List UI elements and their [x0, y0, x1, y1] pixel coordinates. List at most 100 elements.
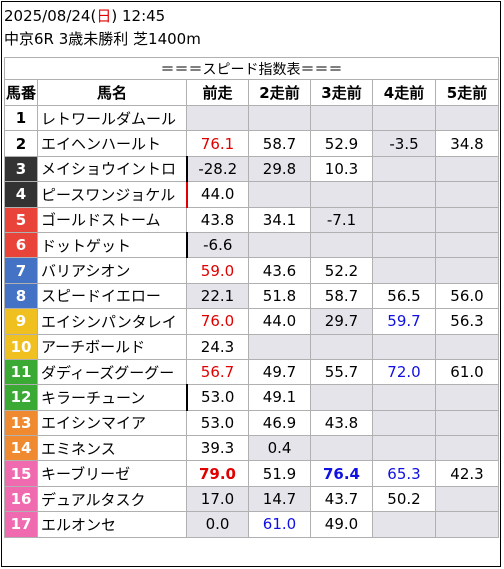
speed-4back [372, 181, 436, 208]
table-row: 10 アーチボールド 24.3 [4, 333, 500, 360]
horse-name: アーチボールド [37, 333, 187, 360]
table-row: 9 エイシンパンタレイ 76.0 44.0 29.7 59.7 56.3 [4, 308, 500, 335]
speed-3back: 29.7 [310, 308, 373, 335]
horse-name: エイシンパンタレイ [37, 308, 187, 335]
horse-name: ダディーズグーグー [37, 358, 187, 386]
speed-last: 76.1 [186, 130, 249, 157]
horse-name: レトワールダムール [37, 104, 187, 132]
horse-number: 3 [4, 155, 38, 183]
horse-name: エイシンマイア [37, 409, 187, 437]
table-row: 3 メイショウイントロ -28.2 29.8 10.3 [4, 155, 500, 183]
speed-4back: 72.0 [372, 358, 436, 386]
speed-2back: 51.8 [248, 282, 311, 310]
speed-5back: 61.0 [434, 358, 500, 386]
horse-number: 4 [4, 181, 38, 208]
race-weekday: 日 [96, 7, 112, 25]
table-row: 8 スピードイエロー 22.1 51.8 58.7 56.5 56.0 [4, 282, 500, 310]
horse-name: バリアシオン [37, 257, 187, 284]
speed-last: 24.3 [186, 333, 249, 360]
speed-3back: 52.9 [310, 130, 373, 157]
race-date: 2025/08/24 [4, 7, 91, 25]
horse-name: エミネンス [37, 435, 187, 462]
speed-last: 17.0 [186, 485, 249, 513]
speed-3back: 49.0 [310, 511, 373, 538]
speed-2back: 14.7 [248, 485, 311, 513]
speed-4back [372, 435, 436, 462]
speed-last [186, 104, 249, 132]
horse-name: エイヘンハールト [37, 130, 187, 157]
speed-5back [434, 104, 500, 132]
speed-5back [434, 384, 500, 411]
speed-last: -28.2 [186, 155, 249, 183]
speed-2back: 43.6 [248, 257, 311, 284]
speed-4back [372, 206, 436, 233]
horse-name: ゴールドストーム [37, 206, 187, 233]
speed-3back [310, 181, 373, 208]
horse-name: キーブリーゼ [37, 460, 187, 487]
table-row: 13 エイシンマイア 53.0 46.9 43.8 [4, 409, 500, 437]
table-row: 11 ダディーズグーグー 56.7 49.7 55.7 72.0 61.0 [4, 358, 500, 386]
table-row: 7 バリアシオン 59.0 43.6 52.2 [4, 257, 500, 284]
table-row: 6 ドットゲット -6.6 [4, 231, 500, 259]
horse-number: 8 [4, 282, 38, 310]
table-header-row: 馬番 馬名 前走 2走前 3走前 4走前 5走前 [4, 79, 500, 106]
speed-5back: 56.0 [434, 282, 500, 310]
speed-2back: 49.1 [248, 384, 311, 411]
speed-2back [248, 231, 311, 259]
speed-2back: 49.7 [248, 358, 311, 386]
speed-4back: 65.3 [372, 460, 436, 487]
horse-number: 16 [4, 485, 38, 513]
horse-number: 13 [4, 409, 38, 437]
horse-number: 6 [4, 231, 38, 259]
speed-3back [310, 333, 373, 360]
horse-number: 10 [4, 333, 38, 360]
speed-4back [372, 155, 436, 183]
horse-number: 15 [4, 460, 38, 487]
speed-5back: 34.8 [434, 130, 500, 157]
table-row: 16 デュアルタスク 17.0 14.7 43.7 50.2 [4, 485, 500, 513]
speed-2back: 58.7 [248, 130, 311, 157]
table-row: 2 エイヘンハールト 76.1 58.7 52.9 -3.5 34.8 [4, 130, 500, 157]
horse-number: 2 [4, 130, 38, 157]
speed-2back [248, 333, 311, 360]
speed-2back: 61.0 [248, 511, 311, 538]
table-row: 17 エルオンセ 0.0 61.0 49.0 [4, 511, 500, 538]
speed-4back [372, 409, 436, 437]
speed-last: 56.7 [186, 358, 249, 386]
speed-5back: 56.3 [434, 308, 500, 335]
table-row: 1 レトワールダムール [4, 104, 500, 132]
table-row: 12 キラーチューン 53.0 49.1 [4, 384, 500, 411]
horse-number: 1 [4, 104, 38, 132]
col-header-name: 馬名 [37, 79, 187, 106]
speed-5back [434, 511, 500, 538]
speed-2back: 44.0 [248, 308, 311, 335]
speed-5back [434, 155, 500, 183]
speed-5back [434, 485, 500, 513]
speed-index-table: ＝＝＝スピード指数表＝＝＝ 馬番 馬名 前走 2走前 3走前 4走前 5走前 1… [3, 57, 500, 538]
speed-2back: 34.1 [248, 206, 311, 233]
speed-4back [372, 257, 436, 284]
table-row: 4 ピースワンジョケル 44.0 [4, 181, 500, 208]
col-header-number: 馬番 [4, 79, 38, 106]
speed-last: 0.0 [186, 511, 249, 538]
speed-3back: 43.7 [310, 485, 373, 513]
table-row: 15 キーブリーゼ 79.0 51.9 76.4 65.3 42.3 [4, 460, 500, 487]
speed-4back: 50.2 [372, 485, 436, 513]
speed-3back: 58.7 [310, 282, 373, 310]
horse-number: 7 [4, 257, 38, 284]
horse-name: メイショウイントロ [37, 155, 188, 183]
col-header-2back: 2走前 [248, 79, 311, 106]
speed-last: 76.0 [186, 308, 249, 335]
speed-3back [310, 104, 373, 132]
horse-number: 5 [4, 206, 38, 233]
speed-4back: 56.5 [372, 282, 436, 310]
speed-3back: -7.1 [310, 206, 373, 233]
race-datetime: 2025/08/24(日) 12:45 [4, 7, 166, 25]
horse-number: 14 [4, 435, 38, 462]
speed-last: 53.0 [186, 384, 249, 411]
horse-number: 11 [4, 358, 38, 386]
speed-5back [434, 181, 500, 208]
speed-4back [372, 104, 436, 132]
speed-5back [434, 435, 500, 462]
speed-3back [310, 384, 373, 411]
